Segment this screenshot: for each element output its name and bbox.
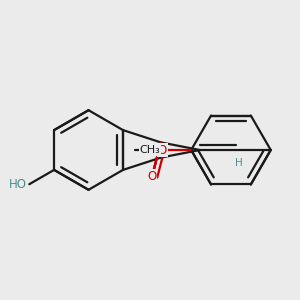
Text: CH₃: CH₃ [140, 145, 160, 155]
Text: H: H [236, 158, 243, 168]
Text: HO: HO [9, 178, 27, 191]
Text: O: O [147, 170, 157, 183]
Text: O: O [158, 143, 167, 157]
